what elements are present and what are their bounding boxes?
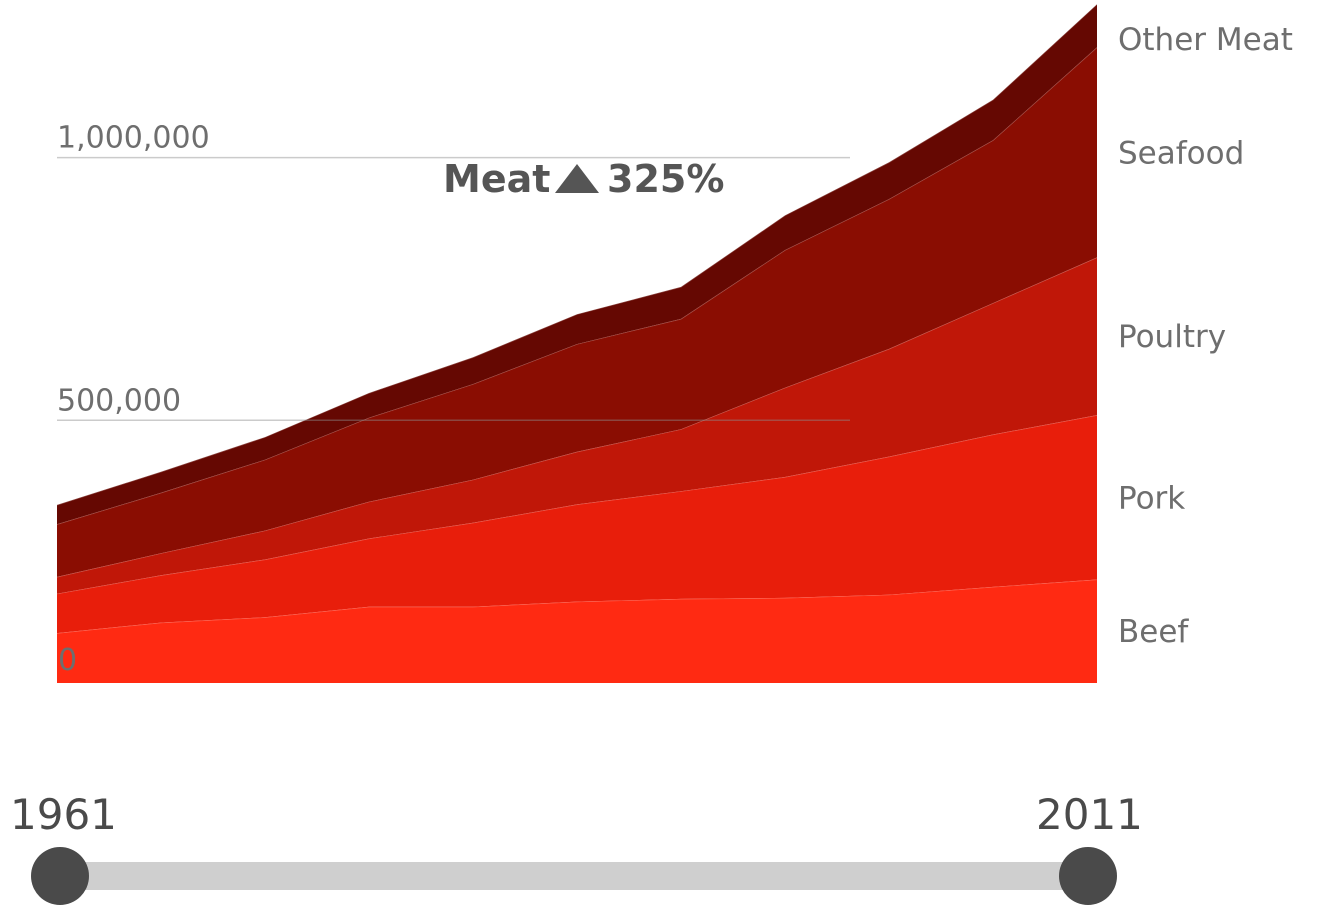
area-other-meat xyxy=(57,4,1097,525)
annotation-change: 325% xyxy=(607,157,724,201)
series-label-beef: Beef xyxy=(1118,614,1189,650)
slider-start-label: 1961 xyxy=(10,790,117,839)
gridlines xyxy=(57,156,850,422)
slider-track[interactable] xyxy=(60,862,1088,890)
year-range-slider[interactable]: 1961 2011 xyxy=(10,790,1143,905)
slider-end-label: 2011 xyxy=(1036,790,1143,839)
change-annotation: Meat 325% xyxy=(443,157,724,201)
y-tick-label: 0 xyxy=(58,643,77,678)
y-tick-label: 1,000,000 xyxy=(57,121,210,156)
series-label-poultry: Poultry xyxy=(1118,319,1226,355)
series-label-seafood: Seafood xyxy=(1118,135,1244,171)
annotation-label: Meat xyxy=(443,157,550,201)
series-label-other-meat: Other Meat xyxy=(1118,22,1293,58)
area-beef xyxy=(57,579,1097,683)
slider-start-handle[interactable] xyxy=(31,847,89,905)
slider-end-handle[interactable] xyxy=(1059,847,1117,905)
y-tick-label: 500,000 xyxy=(57,383,181,418)
area-edge-other-meat xyxy=(56,3,1098,506)
area-pork xyxy=(57,415,1097,634)
series-label-pork: Pork xyxy=(1118,480,1185,516)
up-triangle-icon xyxy=(555,164,599,193)
area-layers xyxy=(56,3,1098,683)
area-poultry xyxy=(57,257,1097,594)
y-axis-ticks: 0 500,000 1,000,000 xyxy=(57,121,210,678)
area-seafood xyxy=(57,47,1097,577)
series-labels: Beef Pork Poultry Seafood Other Meat xyxy=(1118,22,1293,650)
